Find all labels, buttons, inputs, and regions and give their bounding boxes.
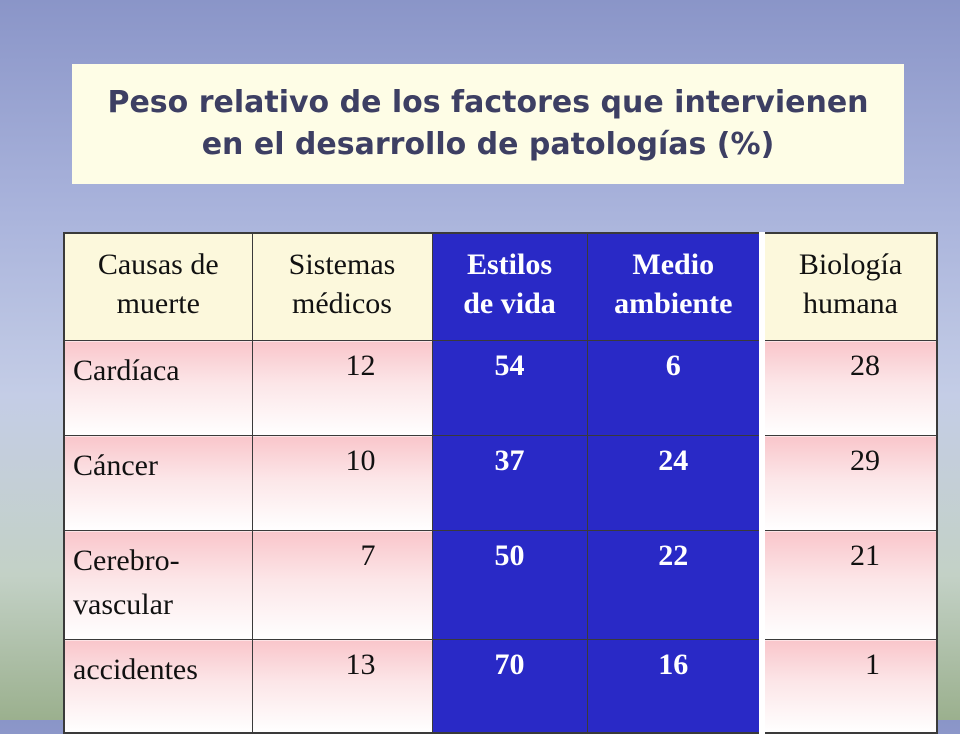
cause-cell: Cáncer [63, 435, 253, 531]
cause-text: Cerebro- [73, 544, 180, 577]
value-cell: 28 [759, 340, 938, 436]
value-cell: 50 [431, 530, 588, 640]
cause-text: Cardíaca [73, 354, 180, 387]
header-text: médicos [292, 287, 392, 320]
value-cell: 7 [251, 530, 433, 640]
header-text: ambiente [614, 287, 733, 320]
page-title-line-2: en el desarrollo de patologías (%) [201, 127, 775, 162]
table-row: Cerebro- vascular 7 50 22 21 [63, 530, 938, 640]
value-cell: 22 [586, 530, 763, 640]
header-text: humana [803, 287, 898, 320]
value-cell: 24 [586, 435, 763, 531]
value-cell: 10 [251, 435, 433, 531]
header-text: Sistemas [288, 248, 396, 281]
page-title-line-1: Peso relativo de los factores que interv… [107, 85, 869, 120]
value-cell: 6 [586, 340, 763, 436]
factors-table: Causas de muerte Sistemas médicos Estilo… [63, 232, 938, 734]
header-text: Biología [798, 248, 903, 281]
cause-cell: accidentes [63, 639, 253, 734]
cause-text: vascular [73, 588, 173, 621]
value-cell: 21 [759, 530, 938, 640]
header-text: Estilos [466, 248, 553, 281]
value-cell: 29 [759, 435, 938, 531]
cause-cell: Cerebro- vascular [63, 530, 253, 640]
value-cell: 54 [431, 340, 588, 436]
value-cell: 12 [251, 340, 433, 436]
header-estilos: Estilos de vida [431, 232, 588, 341]
cause-cell: Cardíaca [63, 340, 253, 436]
header-biologia: Biología humana [759, 232, 938, 341]
header-text: de vida [463, 287, 556, 320]
header-text: Medio [632, 248, 715, 281]
cause-text: accidentes [73, 653, 198, 686]
value-cell: 70 [431, 639, 588, 734]
title-box: Peso relativo de los factores que interv… [72, 64, 904, 184]
value-cell: 16 [586, 639, 763, 734]
cause-text: Cáncer [73, 449, 158, 482]
header-sistemas: Sistemas médicos [251, 232, 433, 341]
header-text: muerte [116, 287, 200, 320]
value-cell: 1 [759, 639, 938, 734]
table-row: Cardíaca 12 54 6 28 [63, 340, 938, 436]
table-row: accidentes 13 70 16 1 [63, 639, 938, 734]
value-cell: 37 [431, 435, 588, 531]
table-row: Cáncer 10 37 24 29 [63, 435, 938, 531]
header-causas: Causas de muerte [63, 232, 253, 341]
table-header-row: Causas de muerte Sistemas médicos Estilo… [63, 232, 938, 341]
header-medio: Medio ambiente [586, 232, 763, 341]
header-text: Causas de [97, 248, 219, 281]
value-cell: 13 [251, 639, 433, 734]
